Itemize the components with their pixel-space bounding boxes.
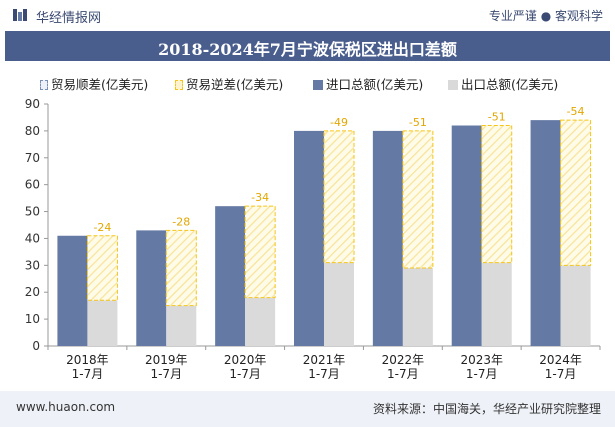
x-category-label: 1-7月: [466, 367, 498, 381]
x-category-label: 2024年: [539, 353, 582, 367]
y-tick-label: 40: [25, 231, 40, 245]
x-category-label: 2021年: [303, 353, 346, 367]
x-category-label: 1-7月: [308, 367, 340, 381]
huajing-logo-icon: [13, 9, 27, 21]
x-category-label: 2022年: [382, 353, 425, 367]
x-category-label: 1-7月: [150, 367, 182, 381]
export-bar: [87, 300, 118, 346]
export-bar: [560, 265, 591, 346]
x-category-label: 2023年: [460, 353, 503, 367]
x-category-label: 1-7月: [387, 367, 419, 381]
import-bar: [530, 120, 561, 346]
deficit-value-label: -34: [251, 191, 269, 204]
chart-legend: 贸易顺差(亿美元) 贸易逆差(亿美元) 进口总额(亿美元) 出口总额(亿美元): [40, 74, 600, 92]
x-category-label: 1-7月: [72, 367, 104, 381]
x-category-label: 2018年: [66, 353, 109, 367]
deficit-bar: [244, 205, 276, 299]
y-tick-label: 0: [32, 339, 40, 353]
legend-surplus-label: 贸易顺差(亿美元): [51, 77, 149, 92]
legend-surplus: 贸易顺差(亿美元): [40, 74, 148, 93]
top-bar: 华经情报网 专业严谨 ● 客观科学: [0, 0, 615, 30]
legend-import-label: 进口总额(亿美元): [326, 77, 424, 92]
export-bar: [402, 268, 433, 346]
site-tagline: 专业严谨 ● 客观科学: [488, 9, 603, 23]
export-bar: [166, 305, 197, 346]
import-bar: [136, 230, 167, 346]
y-tick-label: 60: [25, 178, 40, 192]
legend-deficit-label: 贸易逆差(亿美元): [186, 77, 284, 92]
legend-import: 进口总额(亿美元): [313, 74, 423, 93]
footer-source: 资料来源：中国海关，华经产业研究院整理: [372, 402, 601, 416]
export-bar: [324, 262, 354, 346]
legend-export-swatch: [448, 80, 458, 90]
deficit-value-label: -54: [567, 105, 585, 118]
legend-import-swatch: [313, 80, 323, 90]
x-category-label: 1-7月: [545, 367, 577, 381]
y-tick-label: 10: [25, 312, 40, 326]
y-tick-label: 30: [25, 258, 40, 272]
footer: www.huaon.com 资料来源：中国海关，华经产业研究院整理: [0, 391, 615, 427]
legend-surplus-swatch: [40, 80, 48, 90]
deficit-bar: [323, 130, 355, 264]
import-bar: [372, 130, 403, 346]
legend-deficit: 贸易逆差(亿美元): [175, 74, 283, 93]
legend-export-label: 出口总额(亿美元): [461, 77, 559, 92]
y-tick-label: 80: [25, 124, 40, 138]
legend-deficit-swatch: [175, 80, 183, 90]
deficit-bar: [86, 235, 118, 301]
deficit-value-label: -49: [330, 116, 348, 129]
deficit-value-label: -51: [488, 111, 506, 124]
x-category-label: 2020年: [224, 353, 267, 367]
import-bar: [57, 235, 88, 346]
site-name: 华经情报网: [36, 11, 102, 26]
title-bar: 2018-2024年7月宁波保税区进出口差额: [5, 31, 610, 61]
deficit-value-label: -28: [172, 215, 190, 228]
y-tick-label: 20: [25, 285, 40, 299]
import-bar: [451, 125, 482, 346]
y-tick-label: 70: [25, 151, 40, 165]
y-tick-label: 90: [25, 97, 40, 111]
deficit-bar: [560, 119, 592, 266]
footer-url: www.huaon.com: [16, 400, 116, 414]
export-bar: [481, 262, 512, 346]
deficit-value-label: -24: [93, 221, 111, 234]
import-bar: [294, 130, 324, 346]
import-bar: [215, 206, 246, 346]
chart-title: 2018-2024年7月宁波保税区进出口差额: [158, 40, 457, 59]
x-category-label: 1-7月: [229, 367, 261, 381]
deficit-bar: [402, 130, 434, 269]
deficit-bar: [481, 125, 513, 264]
x-category-label: 2019年: [145, 353, 188, 367]
y-tick-label: 50: [25, 205, 40, 219]
export-bar: [245, 297, 276, 346]
bar-chart: 0102030405060708090-242018年1-7月-282019年1…: [25, 97, 601, 381]
deficit-value-label: -51: [409, 116, 427, 129]
deficit-bar: [165, 229, 197, 307]
legend-export: 出口总额(亿美元): [448, 74, 558, 93]
